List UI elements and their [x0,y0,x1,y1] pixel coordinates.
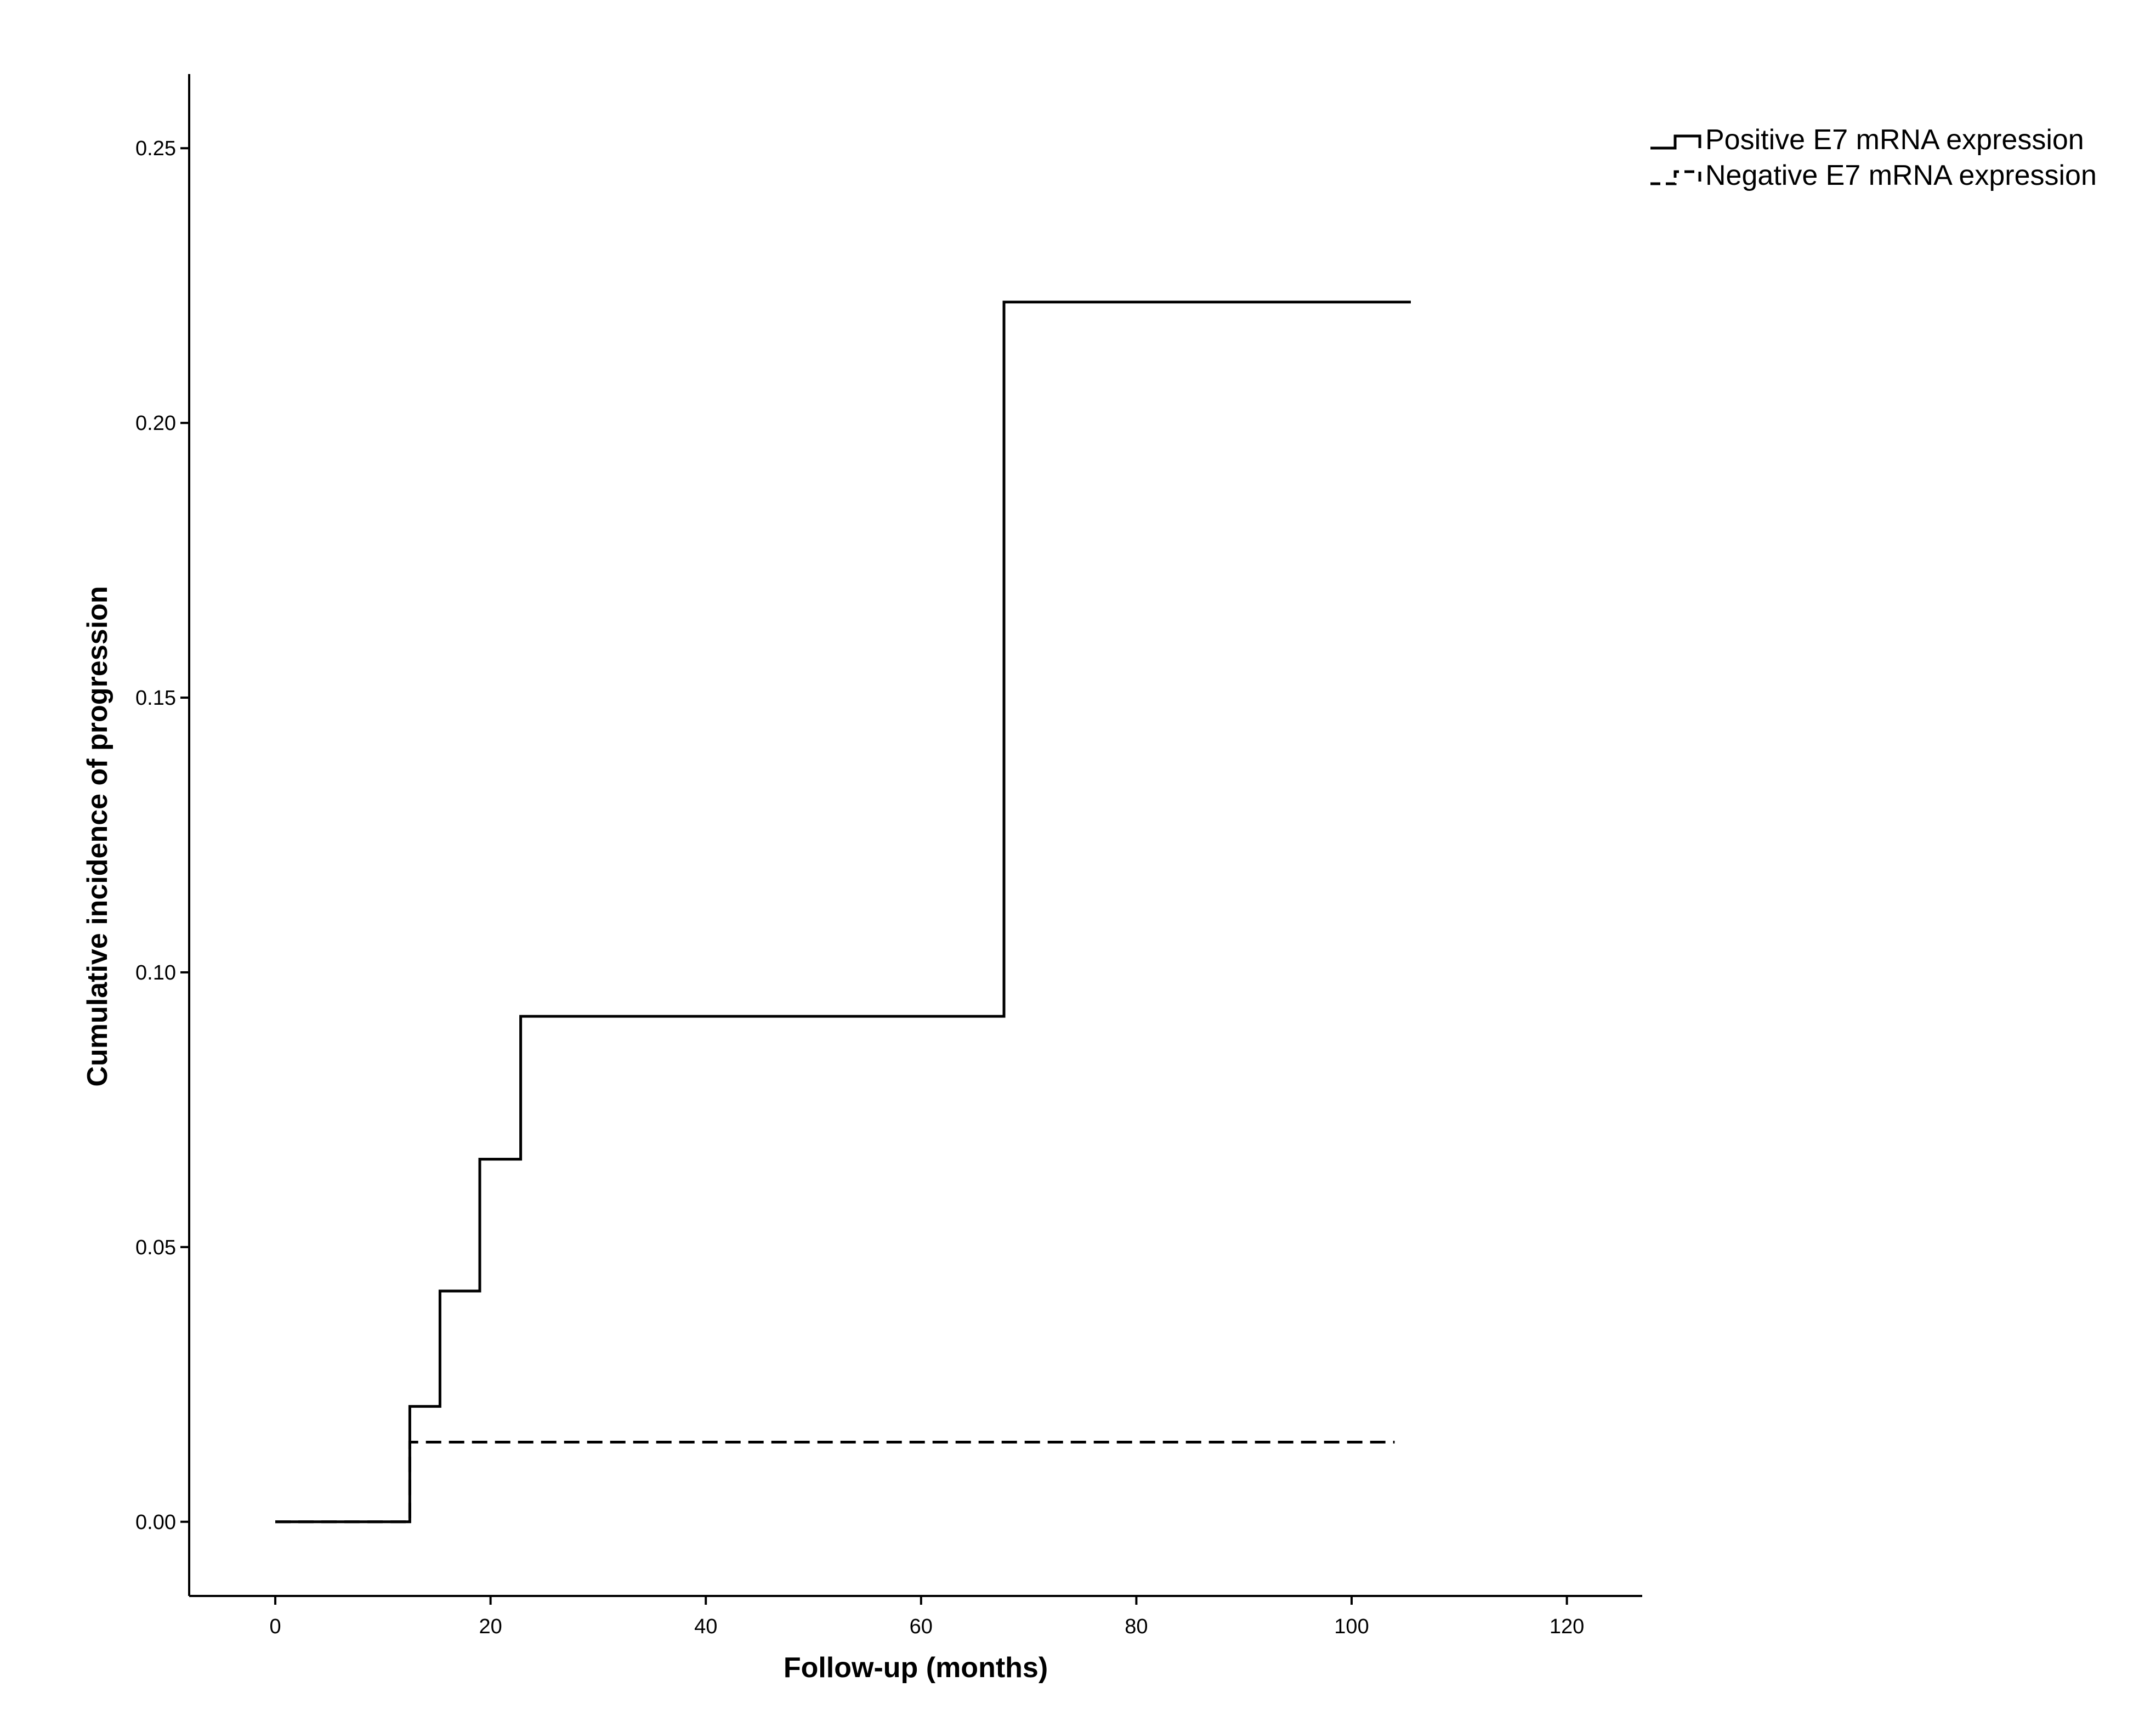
y-axis-title: Cumulative incidence of progression [82,586,114,1086]
x-tick-label: 40 [694,1615,717,1638]
x-ticks: 0 20 40 60 80 100 120 [269,1596,1584,1638]
y-tick-label: 0.05 [135,1236,176,1259]
x-tick-label: 100 [1334,1615,1369,1638]
x-tick-label: 20 [479,1615,502,1638]
y-tick-label: 0.00 [135,1511,176,1534]
x-tick-label: 60 [910,1615,933,1638]
legend-label: Positive E7 mRNA expression [1705,124,2084,156]
plot-area: 0 20 40 60 80 100 120 0.00 0.05 0.10 0.15 0.20 0.25 [135,74,1642,1638]
legend-label: Negative E7 mRNA expression [1705,160,2097,191]
y-tick-label: 0.20 [135,412,176,435]
x-tick-label: 120 [1550,1615,1584,1638]
y-tick-label: 0.25 [135,137,176,160]
y-ticks: 0.00 0.05 0.10 0.15 0.20 0.25 [135,137,189,1534]
series-line-positive [275,301,1411,1524]
series-group [275,301,1411,1524]
y-tick-label: 0.10 [135,961,176,984]
x-tick-label: 80 [1125,1615,1148,1638]
y-tick-label: 0.15 [135,687,176,710]
x-tick-label: 0 [269,1615,281,1638]
x-axis-title: Follow-up (months) [784,1652,1048,1684]
series-line-negative [275,1441,1395,1524]
legend: Positive E7 mRNA expression Negative E7 m… [1650,124,2097,191]
legend-symbol [1650,170,1701,185]
legend-symbol [1650,134,1701,150]
